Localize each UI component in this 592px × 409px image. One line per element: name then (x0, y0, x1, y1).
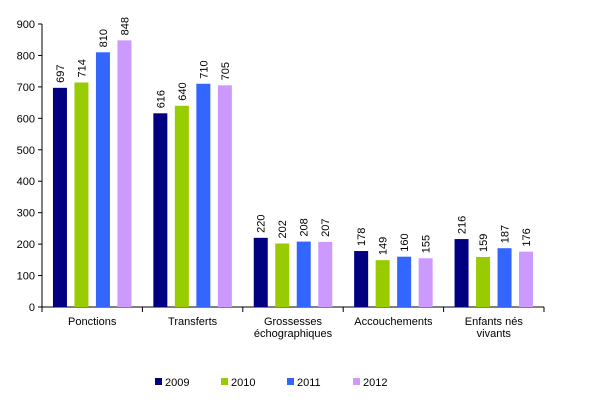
legend-label: 2009 (165, 377, 189, 389)
data-label: 220 (256, 214, 268, 232)
bar (318, 241, 333, 307)
data-label: 848 (119, 17, 131, 35)
data-label: 207 (320, 219, 332, 237)
legend-label: 2012 (363, 377, 387, 389)
data-label: 714 (76, 59, 88, 77)
bar (52, 87, 67, 308)
x-category-label: Transferts (168, 316, 218, 328)
data-label: 187 (500, 225, 512, 243)
y-tick-label: 0 (29, 302, 35, 314)
legend-swatch (221, 378, 228, 385)
bar (476, 257, 491, 307)
bar (454, 239, 469, 307)
x-category-label: Grossesses échographiques (254, 316, 333, 340)
data-label: 155 (421, 235, 433, 253)
x-axis: Ponctions Transferts Grossesses échographiq… (41, 306, 545, 340)
y-tick-label: 400 (17, 176, 35, 188)
data-labels: 697 616 220 178 216 714 640 202 149 159 810 710 208 1… (55, 17, 533, 255)
data-label: 810 (98, 29, 110, 47)
bar (275, 243, 290, 307)
y-tick-label: 500 (17, 145, 35, 157)
bar (519, 251, 534, 307)
x-category-label: Accouchements (354, 316, 433, 328)
data-label: 705 (220, 62, 232, 80)
legend-label: 2010 (231, 377, 255, 389)
y-axis: 0 100 200 300 400 500 600 700 800 900 (17, 19, 43, 314)
bar (217, 85, 232, 307)
legend: 2009 2010 2011 2012 (155, 377, 387, 389)
data-label: 616 (155, 90, 167, 108)
y-tick-label: 100 (17, 271, 35, 283)
bar (196, 83, 211, 307)
data-label: 160 (399, 233, 411, 251)
data-label: 159 (478, 234, 490, 252)
legend-swatch (287, 378, 294, 385)
bar (174, 105, 189, 307)
legend-label: 2011 (297, 377, 321, 389)
data-label: 176 (521, 228, 533, 246)
legend-swatch (353, 378, 360, 385)
y-tick-label: 300 (17, 208, 35, 220)
y-tick-label: 200 (17, 239, 35, 251)
data-label: 149 (378, 237, 390, 255)
data-label: 710 (198, 60, 210, 78)
bar (375, 260, 390, 307)
data-label: 202 (277, 220, 289, 238)
y-tick-label: 800 (17, 50, 35, 62)
bar (354, 251, 369, 307)
x-category-label: Ponctions (68, 316, 117, 328)
data-label: 208 (299, 218, 311, 236)
bar (497, 248, 512, 307)
data-label: 640 (177, 82, 189, 100)
bar (74, 82, 89, 307)
y-tick-label: 900 (17, 19, 35, 31)
bar (397, 256, 412, 307)
data-label: 178 (356, 228, 368, 246)
bar (117, 40, 132, 308)
bar (153, 113, 168, 308)
y-tick-label: 700 (17, 82, 35, 94)
data-label: 216 (457, 216, 469, 234)
bars (52, 40, 534, 308)
bar (296, 241, 311, 307)
x-category-label: Enfants nés vivants (465, 316, 524, 340)
y-tick-label: 600 (17, 113, 35, 125)
bar (95, 52, 110, 307)
bar (418, 258, 433, 307)
bar (253, 237, 268, 307)
legend-swatch (155, 378, 162, 385)
data-label: 697 (55, 64, 67, 82)
